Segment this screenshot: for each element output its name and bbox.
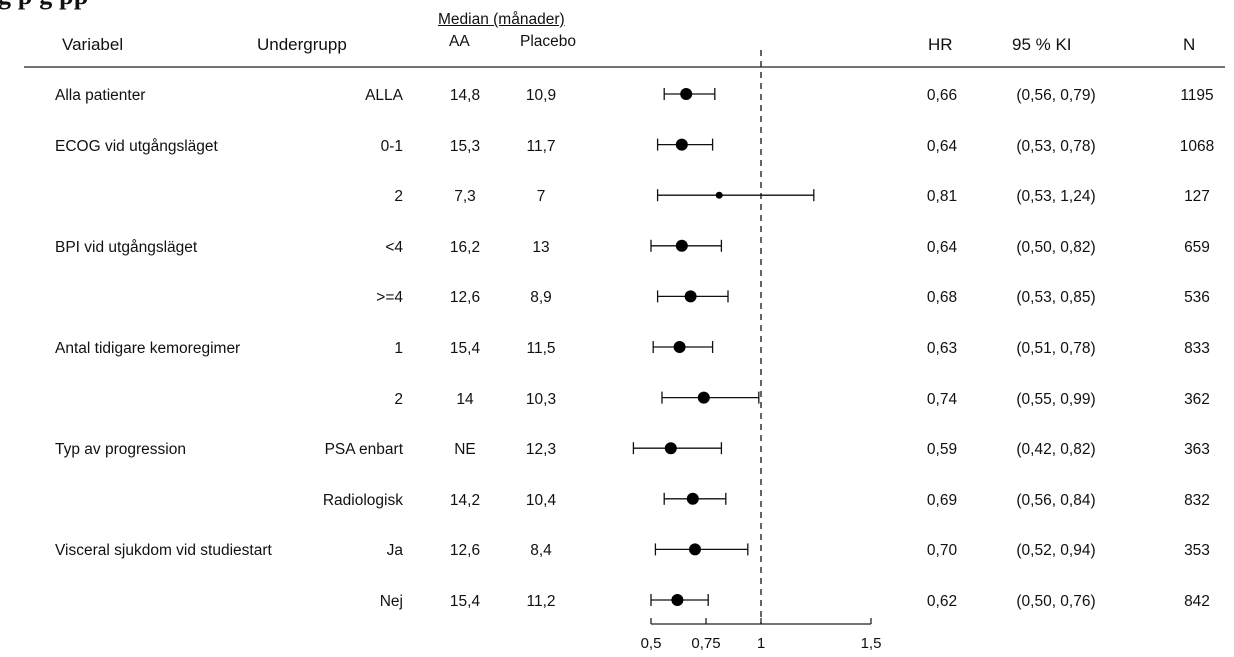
header-subgroup: Undergrupp — [257, 35, 347, 54]
row-variable: Visceral sjukdom vid studiestart — [55, 542, 272, 560]
row-aa: 12,6 — [449, 542, 481, 560]
hr-point — [684, 290, 697, 303]
row-n: 127 — [1184, 188, 1210, 206]
row-variable: ECOG vid utgångsläget — [55, 137, 218, 155]
row-ci: (0,56, 0,79) — [1016, 87, 1096, 104]
hr-point — [680, 88, 693, 100]
header-placebo: Placebo — [520, 33, 577, 50]
row-placebo: 11,5 — [526, 340, 556, 357]
row-n: 659 — [1184, 238, 1210, 256]
row-placebo: 10,4 — [525, 491, 557, 509]
row-placebo: 8,9 — [530, 289, 552, 307]
row-subgroup: 1 — [394, 340, 403, 357]
hr-point — [715, 191, 723, 199]
header-median-group: Median (månader) — [438, 11, 565, 28]
row-placebo: 12,3 — [525, 441, 557, 459]
row-aa: 16,2 — [449, 238, 481, 256]
row-placebo: 13 — [532, 238, 550, 256]
header-hr: HR — [928, 35, 953, 54]
title-fragment: g p g pp — [0, 0, 88, 11]
row-n: 362 — [1184, 390, 1210, 408]
row-n: 363 — [1184, 441, 1210, 459]
hr-point — [671, 594, 684, 606]
hr-point — [673, 341, 686, 353]
row-n: 536 — [1184, 289, 1210, 307]
hr-point — [686, 492, 699, 505]
row-hr: 0,68 — [926, 289, 958, 307]
row-variable: Antal tidigare kemoregimer — [55, 340, 241, 357]
row-hr: 0,70 — [926, 542, 958, 560]
row-ci: (0,50, 0,82) — [1016, 238, 1096, 256]
row-aa: 7,3 — [454, 188, 476, 206]
row-placebo: 7 — [536, 188, 546, 206]
row-placebo: 11,7 — [526, 137, 556, 155]
row-hr: 0,69 — [926, 491, 958, 509]
row-hr: 0,64 — [926, 137, 958, 155]
row-hr: 0,64 — [926, 238, 958, 256]
hr-point — [675, 138, 688, 151]
row-aa: 14,2 — [449, 491, 481, 509]
row-subgroup: 2 — [394, 188, 403, 206]
row-variable: Typ av progression — [55, 441, 186, 459]
hr-point — [697, 391, 710, 404]
row-hr: 0,62 — [926, 593, 958, 610]
header-n: N — [1183, 35, 1196, 54]
row-n: 842 — [1184, 593, 1210, 610]
hr-point — [689, 543, 701, 556]
row-n: 832 — [1184, 491, 1210, 509]
header-aa: AA — [449, 33, 470, 50]
header-ci: 95 % KI — [1012, 35, 1072, 54]
hr-point — [664, 442, 677, 455]
row-placebo: 8,4 — [530, 542, 552, 560]
row-hr: 0,63 — [926, 340, 958, 357]
row-hr: 0,59 — [926, 441, 958, 459]
row-ci: (0,51, 0,78) — [1016, 340, 1096, 357]
row-subgroup: Radiologisk — [322, 491, 403, 509]
row-hr: 0,66 — [926, 87, 958, 104]
x-tick-label: 0,75 — [691, 635, 720, 652]
row-subgroup: 0-1 — [380, 137, 403, 155]
row-placebo: 10,3 — [525, 390, 557, 408]
row-aa: 14 — [456, 390, 474, 408]
row-ci: (0,50, 0,76) — [1016, 593, 1096, 610]
row-n: 353 — [1184, 542, 1210, 560]
row-subgroup: <4 — [385, 238, 403, 256]
hr-point — [675, 239, 688, 252]
row-placebo: 11,2 — [526, 593, 556, 610]
row-ci: (0,52, 0,94) — [1016, 542, 1096, 560]
row-aa: 12,6 — [449, 289, 481, 307]
row-aa: 15,3 — [449, 137, 481, 155]
row-variable: BPI vid utgångsläget — [55, 238, 198, 256]
row-ci: (0,56, 0,84) — [1016, 491, 1096, 509]
row-ci: (0,53, 1,24) — [1016, 188, 1096, 206]
row-ci: (0,42, 0,82) — [1016, 441, 1096, 459]
row-aa: 15,4 — [449, 593, 481, 610]
row-ci: (0,53, 0,78) — [1016, 137, 1096, 155]
row-n: 833 — [1184, 340, 1210, 357]
row-subgroup: Ja — [386, 542, 403, 560]
x-tick-label: 1,5 — [861, 635, 882, 652]
row-subgroup: ALLA — [365, 87, 403, 104]
row-n: 1195 — [1180, 87, 1214, 104]
header-variable: Variabel — [62, 35, 124, 54]
row-placebo: 10,9 — [525, 87, 557, 104]
row-n: 1068 — [1179, 137, 1215, 155]
row-subgroup: Nej — [379, 593, 403, 610]
row-aa: 14,8 — [449, 87, 481, 104]
row-aa: 15,4 — [449, 340, 481, 357]
row-subgroup: PSA enbart — [324, 441, 403, 459]
row-aa: NE — [454, 441, 476, 459]
row-hr: 0,81 — [926, 188, 958, 206]
x-tick-label: 1 — [757, 635, 765, 652]
row-ci: (0,53, 0,85) — [1016, 289, 1096, 307]
x-tick-label: 0,5 — [641, 635, 662, 652]
row-subgroup: >=4 — [376, 289, 403, 307]
row-variable: Alla patienter — [55, 87, 146, 104]
row-subgroup: 2 — [394, 390, 403, 408]
row-hr: 0,74 — [926, 390, 958, 408]
row-ci: (0,55, 0,99) — [1016, 390, 1096, 408]
